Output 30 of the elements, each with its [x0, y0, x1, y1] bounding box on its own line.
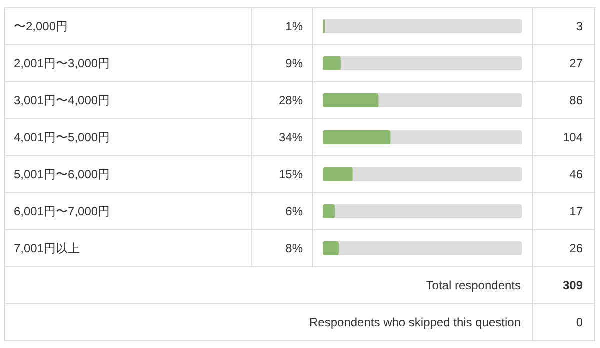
text: 26 — [570, 242, 584, 256]
y-tick-label: 5,001円〜6,000円 — [14, 168, 110, 182]
text: 17 — [570, 204, 584, 218]
y-tick-label: 3,001円〜4,000円 — [14, 94, 110, 108]
text: 46 — [570, 168, 584, 182]
bar — [323, 168, 353, 182]
y-tick-label: 6,001円〜7,000円 — [14, 204, 110, 218]
y-tick-label: 2,001円〜3,000円 — [14, 56, 110, 70]
bar — [323, 204, 335, 218]
data-label: 1% — [286, 20, 304, 34]
text: Total respondents — [426, 278, 521, 292]
text: 3 — [576, 20, 584, 34]
data-label: 9% — [286, 56, 304, 70]
y-tick-label: 7,001円以上 — [14, 242, 80, 256]
data-label: 8% — [286, 242, 304, 256]
text: 104 — [562, 130, 584, 144]
text: 309 — [562, 278, 584, 292]
text: 0 — [576, 316, 584, 330]
bar — [323, 242, 339, 256]
data-label: 6% — [286, 204, 304, 218]
text: 86 — [570, 94, 584, 108]
data-label: 28% — [278, 94, 304, 108]
bar — [323, 56, 341, 70]
data-label: 34% — [278, 130, 304, 144]
text: Respondents who skipped this question — [310, 316, 521, 330]
data-label: 15% — [278, 168, 304, 182]
y-tick-label: 4,001円〜5,000円 — [14, 130, 110, 144]
text: 27 — [570, 56, 584, 70]
bar — [323, 94, 379, 108]
y-tick-label: 〜2,000円 — [14, 20, 68, 34]
